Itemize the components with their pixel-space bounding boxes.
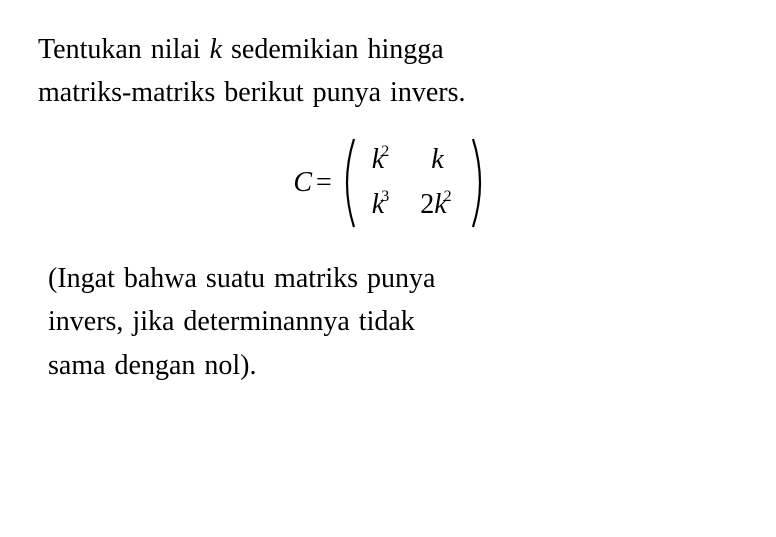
text-span: Tentukan nilai bbox=[38, 34, 210, 65]
matrix-cell-22: 2k2 bbox=[420, 189, 454, 221]
cell-exponent: 2 bbox=[381, 143, 389, 160]
equation-lhs: C bbox=[293, 167, 312, 199]
cell-exponent: 2 bbox=[444, 188, 452, 205]
equation-block: C = k2 k k3 2k2 bbox=[38, 137, 744, 229]
cell-base: k bbox=[431, 144, 443, 175]
page-content: Tentukan nilai k sedemikian hingga matri… bbox=[0, 0, 776, 415]
matrix-cell-11: k2 bbox=[372, 144, 392, 176]
left-paren-icon bbox=[338, 137, 358, 229]
problem-line-1: Tentukan nilai k sedemikian hingga bbox=[38, 28, 744, 71]
variable-k: k bbox=[210, 34, 222, 65]
matrix: k2 k k3 2k2 bbox=[338, 137, 489, 229]
problem-line-2: matriks-matriks berikut punya invers. bbox=[38, 71, 744, 114]
cell-exponent: 3 bbox=[381, 188, 389, 205]
note-line-2: invers, jika determinannya tidak bbox=[48, 300, 744, 343]
equals-sign: = bbox=[316, 167, 332, 199]
note-line-3: sama dengan nol). bbox=[48, 344, 744, 387]
note-line-1: (Ingat bahwa suatu matriks punya bbox=[48, 257, 744, 300]
right-paren-icon bbox=[469, 137, 489, 229]
cell-coef: 2 bbox=[420, 189, 434, 220]
matrix-cell-21: k3 bbox=[372, 189, 392, 221]
matrix-cells: k2 k k3 2k2 bbox=[358, 137, 469, 229]
note-block: (Ingat bahwa suatu matriks punya invers,… bbox=[38, 257, 744, 387]
matrix-cell-12: k bbox=[420, 144, 454, 176]
text-span: sedemikian hingga bbox=[222, 34, 444, 65]
